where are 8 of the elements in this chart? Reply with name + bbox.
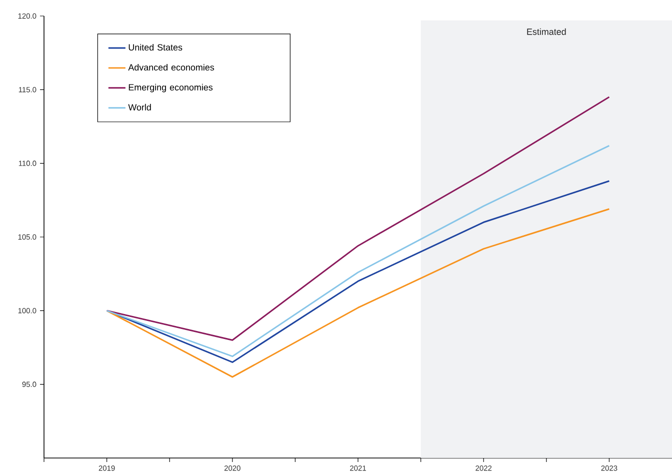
legend-label: World (128, 104, 151, 110)
line-series (106, 208, 610, 378)
legend-label: Advanced economies (128, 64, 214, 71)
legend-label: Emerging economies (128, 84, 213, 92)
band-label: Estimated (527, 28, 566, 35)
legend-label: United States (128, 44, 182, 51)
line-series (106, 144, 610, 358)
line-series (106, 96, 610, 341)
